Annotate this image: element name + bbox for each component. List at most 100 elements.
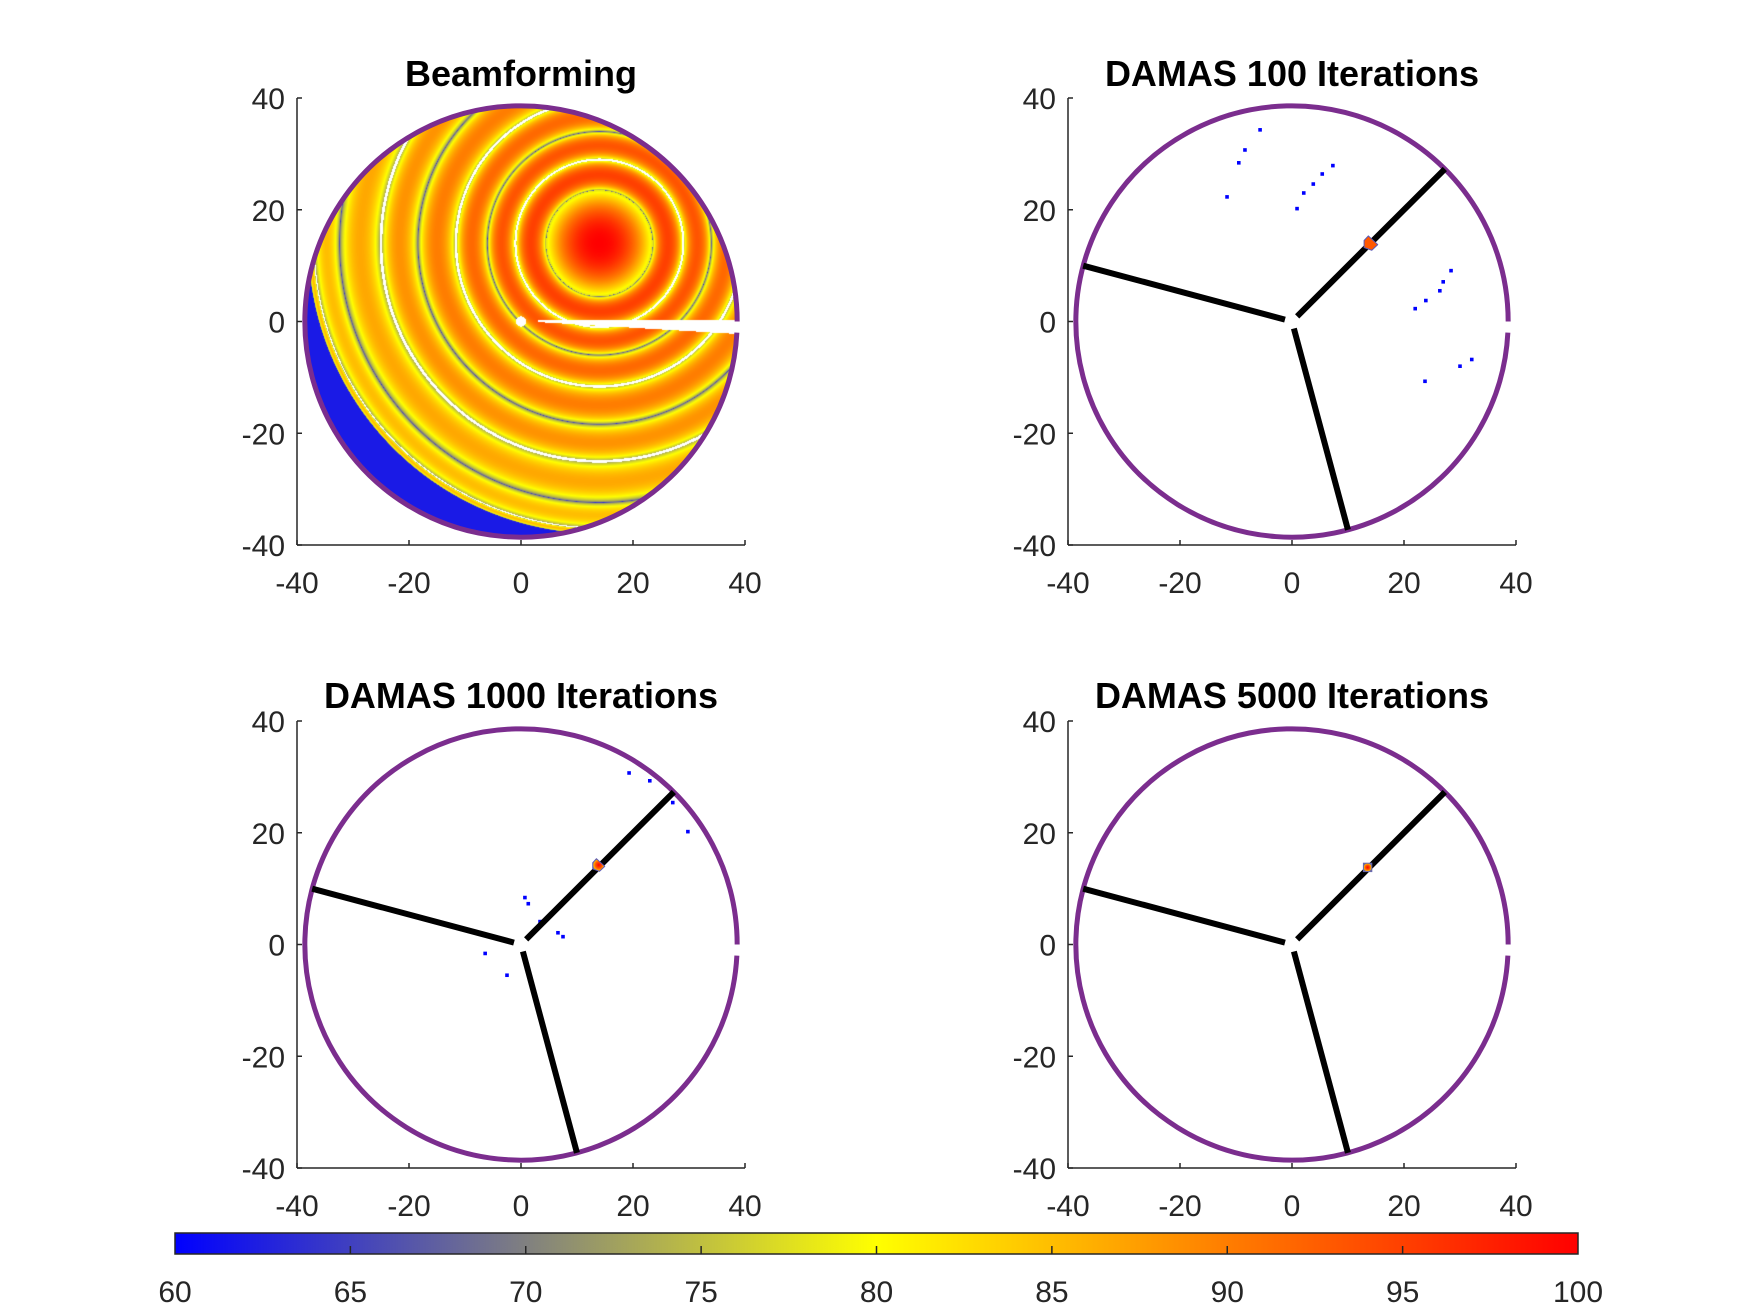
y-tick-label: -20 bbox=[1013, 418, 1056, 451]
x-tick-label: 20 bbox=[616, 1190, 649, 1223]
y-tick-label: -20 bbox=[242, 418, 285, 451]
source-marker bbox=[1362, 862, 1373, 873]
data-point bbox=[523, 895, 527, 900]
x-tick-label: 20 bbox=[1387, 567, 1420, 600]
y-tick-label: 40 bbox=[1023, 706, 1056, 739]
blade-line bbox=[1290, 950, 1351, 1154]
data-point bbox=[483, 951, 487, 956]
data-point bbox=[648, 778, 652, 783]
data-points bbox=[483, 771, 690, 978]
rotor-overlay bbox=[302, 726, 740, 1163]
rotor-ring bbox=[302, 103, 740, 540]
data-point bbox=[1424, 298, 1428, 303]
colorbar-tick-label: 65 bbox=[334, 1276, 367, 1309]
axes: -40 -20 0 20 40 -40 -20 0 20 40 bbox=[242, 83, 762, 600]
panel-damas-1000: DAMAS 1000 Iterations -40 -20 0 20 40 -40 -20 0… bbox=[242, 675, 762, 1223]
x-tick-label: 0 bbox=[513, 567, 530, 600]
panel-damas-100: DAMAS 100 Iterations -40 -20 0 20 40 -40 -20 0 2… bbox=[1013, 53, 1533, 600]
x-tick-label: -20 bbox=[387, 1190, 430, 1223]
x-tick-label: -40 bbox=[1046, 1190, 1089, 1223]
y-tick-label: 40 bbox=[1023, 83, 1056, 116]
axes: -40 -20 0 20 40 -40 -20 0 20 40 bbox=[242, 706, 762, 1223]
x-tick-label: 40 bbox=[728, 1190, 761, 1223]
rotor-overlay bbox=[1073, 103, 1511, 540]
data-point bbox=[1331, 163, 1335, 168]
y-tick-label: 0 bbox=[1039, 307, 1056, 340]
x-tick-label: 0 bbox=[1284, 567, 1301, 600]
x-tick-label: -40 bbox=[275, 1190, 318, 1223]
data-point bbox=[1423, 379, 1427, 384]
panel-beamforming: Beamforming -40 -20 0 20 40 -40 -20 0 20 40 bbox=[242, 53, 762, 600]
y-tick-label: -40 bbox=[1013, 1153, 1056, 1186]
data-points bbox=[1225, 128, 1474, 384]
y-tick-label: -40 bbox=[242, 530, 285, 563]
x-tick-label: 0 bbox=[513, 1190, 530, 1223]
data-point bbox=[670, 800, 675, 805]
x-tick-label: 40 bbox=[1499, 567, 1532, 600]
axes: -40 -20 0 20 40 -40 -20 0 20 40 bbox=[1013, 83, 1533, 600]
x-tick-label: -40 bbox=[275, 567, 318, 600]
blade-line bbox=[311, 885, 515, 946]
rotor-ring bbox=[1073, 726, 1511, 1163]
blade-line bbox=[1082, 885, 1286, 946]
source-marker bbox=[1363, 235, 1379, 251]
panel-title: Beamforming bbox=[405, 53, 637, 94]
x-tick-label: -20 bbox=[387, 567, 430, 600]
rotor-overlay bbox=[1073, 726, 1511, 1163]
data-point bbox=[1243, 148, 1247, 152]
data-point bbox=[1438, 288, 1442, 293]
y-tick-label: -20 bbox=[242, 1041, 285, 1074]
data-point bbox=[627, 771, 631, 775]
panel-title: DAMAS 5000 Iterations bbox=[1095, 675, 1489, 716]
x-tick-label: -40 bbox=[1046, 567, 1089, 600]
x-tick-label: 40 bbox=[728, 567, 761, 600]
x-tick-label: -20 bbox=[1158, 567, 1201, 600]
rotor-ring bbox=[302, 726, 740, 1163]
data-point bbox=[1469, 357, 1474, 362]
y-tick-label: 20 bbox=[1023, 195, 1056, 228]
y-tick-label: 0 bbox=[268, 930, 285, 963]
data-point bbox=[526, 901, 531, 906]
colorbar: 60 65 70 75 80 85 90 95 100 bbox=[158, 1232, 1603, 1309]
colorbar-ticks: 60 65 70 75 80 85 90 95 100 bbox=[158, 1246, 1603, 1309]
data-point bbox=[1458, 364, 1462, 368]
y-tick-label: 20 bbox=[1023, 818, 1056, 851]
colorbar-tick-label: 60 bbox=[158, 1276, 191, 1309]
y-tick-label: 20 bbox=[252, 195, 285, 228]
colorbar-tick-label: 80 bbox=[860, 1276, 893, 1309]
data-point bbox=[1295, 206, 1299, 211]
x-tick-label: 0 bbox=[1284, 1190, 1301, 1223]
colorbar-tick-label: 75 bbox=[684, 1276, 717, 1309]
colorbar-tick-label: 95 bbox=[1386, 1276, 1419, 1309]
colorbar-tick-label: 70 bbox=[509, 1276, 542, 1309]
y-tick-label: 0 bbox=[268, 307, 285, 340]
data-point bbox=[1225, 195, 1229, 199]
colorbar-tick-label: 90 bbox=[1211, 1276, 1244, 1309]
data-point bbox=[1320, 172, 1325, 176]
y-tick-label: 20 bbox=[252, 818, 285, 851]
y-tick-label: 40 bbox=[252, 706, 285, 739]
data-point bbox=[1311, 182, 1316, 186]
blade-line bbox=[1082, 262, 1286, 323]
colorbar-tick-label: 100 bbox=[1553, 1276, 1603, 1309]
panel-title: DAMAS 100 Iterations bbox=[1105, 53, 1479, 94]
data-point bbox=[1413, 306, 1417, 311]
rotor-overlay bbox=[302, 103, 740, 540]
y-tick-label: -40 bbox=[1013, 530, 1056, 563]
data-point bbox=[1258, 128, 1262, 132]
data-point bbox=[1237, 161, 1241, 165]
axes: -40 -20 0 20 40 -40 -20 0 20 40 bbox=[1013, 706, 1533, 1223]
data-point bbox=[1449, 268, 1453, 273]
x-tick-label: 40 bbox=[1499, 1190, 1532, 1223]
y-tick-label: -40 bbox=[242, 1153, 285, 1186]
panel-damas-5000: DAMAS 5000 Iterations -40 -20 0 20 40 -40 -20 0… bbox=[1013, 675, 1533, 1223]
y-tick-label: -20 bbox=[1013, 1041, 1056, 1074]
panel-title: DAMAS 1000 Iterations bbox=[324, 675, 718, 716]
x-tick-label: 20 bbox=[1387, 1190, 1420, 1223]
blade-line bbox=[519, 950, 580, 1154]
rotor-ring bbox=[1073, 103, 1511, 540]
data-point bbox=[1301, 191, 1306, 195]
beamforming-heatmap bbox=[297, 98, 745, 545]
blade-line bbox=[1290, 327, 1351, 531]
